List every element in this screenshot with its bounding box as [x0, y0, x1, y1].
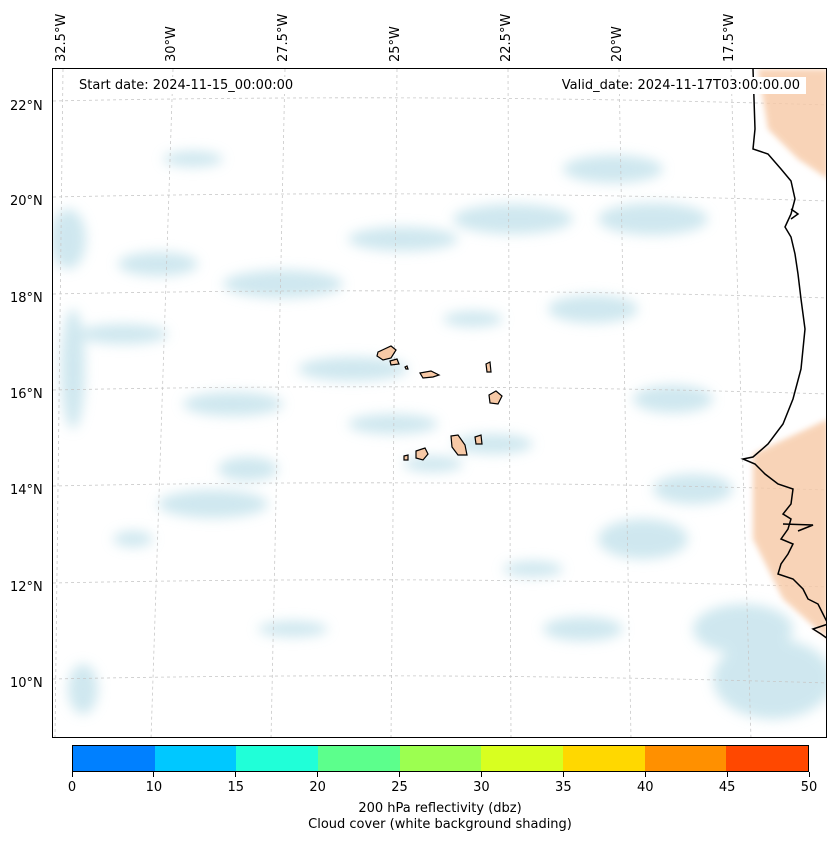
colorbar-tick-mark [317, 772, 319, 777]
colorbar-label-line2: Cloud cover (white background shading) [308, 817, 572, 832]
lon-label-20w: 20°W [610, 26, 625, 62]
colorbar-segment-3 [318, 746, 400, 771]
map-canvas [53, 69, 826, 737]
island-santiago [450, 434, 468, 456]
coastline [740, 69, 826, 639]
colorbar-segment-5 [481, 746, 564, 771]
colorbar-tick-mark [562, 772, 564, 777]
start-date-label: Start date: 2024-11-15_00:00:00 [73, 77, 300, 94]
colorbar-tick-mark [480, 772, 482, 777]
lat-label-10n: 10°N [10, 676, 43, 691]
colorbar-tick-mark [726, 772, 728, 777]
map-panel: Start date: 2024-11-15_00:00:00 Valid_da… [52, 68, 827, 738]
colorbar-tick-label: 45 [718, 780, 736, 795]
lat-label-12n: 12°N [10, 580, 43, 595]
island-maio [474, 434, 483, 445]
colorbar-segment-6 [563, 746, 645, 771]
colorbar-title: 200 hPa reflectivity (dbz) Cloud cover (… [0, 801, 837, 833]
lon-label-22-5w: 22.5°W [499, 13, 514, 62]
colorbar-tick-mark [235, 772, 237, 777]
lat-label-20n: 20°N [10, 194, 43, 209]
island-boa-vista [488, 390, 503, 405]
colorbar-tick-mark [399, 772, 401, 777]
island-brava [403, 454, 409, 461]
cape-verde-islands [376, 345, 503, 461]
colorbar-label-line1: 200 hPa reflectivity (dbz) [358, 801, 522, 816]
colorbar-segment-8 [726, 746, 809, 771]
lon-label-32-5w: 32.5°W [54, 13, 69, 62]
colorbar-tick-label: 50 [800, 780, 818, 795]
colorbar-tick-label: 25 [391, 780, 408, 795]
colorbar-tick-label: 10 [145, 780, 163, 795]
lon-label-27-5w: 27.5°W [276, 13, 291, 62]
cloud-cover-shading [53, 151, 826, 719]
lon-label-25w: 25°W [388, 26, 403, 62]
island-sao-nicolau [419, 370, 441, 379]
lat-label-22n: 22°N [10, 99, 43, 114]
lon-label-30w: 30°W [164, 26, 179, 62]
colorbar-segment-2 [236, 746, 319, 771]
colorbar-tick-label: 20 [309, 780, 326, 795]
colorbar-tick-label: 30 [473, 780, 490, 795]
colorbar-segment-0 [73, 746, 155, 771]
island-fogo [415, 447, 429, 461]
colorbar-segment-7 [644, 746, 727, 771]
colorbar-tick-mark [808, 772, 810, 777]
lat-label-14n: 14°N [10, 483, 43, 498]
colorbar-segment-4 [399, 746, 482, 771]
colorbar-tick-label: 15 [227, 780, 245, 795]
colorbar-tick-mark [71, 772, 73, 777]
gridlines [53, 69, 826, 737]
colorbar-tick-label: 0 [67, 780, 77, 795]
lat-label-16n: 16°N [10, 387, 43, 402]
colorbar-segment-1 [154, 746, 237, 771]
valid-date-label: Valid_date: 2024-11-17T03:00:00.00 [555, 77, 806, 94]
colorbar-tick-mark [644, 772, 646, 777]
island-santa-luzia [404, 365, 409, 370]
colorbar-tick-label: 40 [636, 780, 654, 795]
lat-label-18n: 18°N [10, 291, 43, 306]
reflectivity-colorbar [72, 745, 809, 772]
colorbar-tick-label: 35 [555, 780, 572, 795]
land-warm-shading [753, 69, 826, 638]
island-santo-antao [376, 345, 397, 361]
island-sal [485, 361, 492, 373]
colorbar-tick-mark [153, 772, 155, 777]
island-sao-vicente [389, 358, 400, 366]
lon-label-17-5w: 17.5°W [722, 13, 737, 62]
